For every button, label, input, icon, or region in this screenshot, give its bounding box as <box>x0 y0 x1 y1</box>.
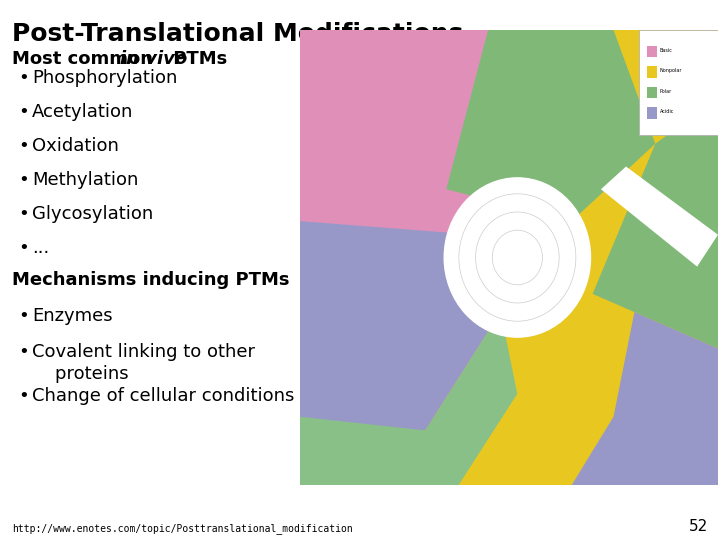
Text: Covalent linking to other: Covalent linking to other <box>32 343 255 361</box>
Text: Mechanisms inducing PTMs: Mechanisms inducing PTMs <box>12 271 289 289</box>
Text: Basic: Basic <box>660 48 672 53</box>
Text: Methylation: Methylation <box>32 171 138 189</box>
Text: 52: 52 <box>689 519 708 534</box>
Bar <box>647 87 657 98</box>
Bar <box>647 46 657 57</box>
Bar <box>647 107 657 119</box>
Text: •: • <box>18 343 29 361</box>
Bar <box>647 66 657 78</box>
Text: •: • <box>18 205 29 223</box>
Text: •: • <box>18 103 29 121</box>
Text: •: • <box>18 171 29 189</box>
Text: Phosphorylation: Phosphorylation <box>32 69 177 87</box>
Text: Change of cellular conditions: Change of cellular conditions <box>32 387 294 405</box>
Polygon shape <box>459 326 613 485</box>
Text: •: • <box>18 137 29 155</box>
Text: Acetylation: Acetylation <box>32 103 133 121</box>
Text: Acidic: Acidic <box>660 110 674 114</box>
Polygon shape <box>300 312 518 485</box>
Text: Most common: Most common <box>12 50 159 68</box>
Polygon shape <box>300 221 500 430</box>
Text: Polar: Polar <box>660 89 672 94</box>
Text: http://www.enotes.com/topic/Posttranslational_modification: http://www.enotes.com/topic/Posttranslat… <box>12 523 353 534</box>
FancyBboxPatch shape <box>639 30 718 134</box>
Text: Enzymes: Enzymes <box>32 307 112 325</box>
Text: Nonpolar: Nonpolar <box>660 69 682 73</box>
Text: ...: ... <box>32 239 49 257</box>
Polygon shape <box>572 312 718 485</box>
Text: in vivo: in vivo <box>120 50 187 68</box>
Polygon shape <box>446 30 655 221</box>
Text: •: • <box>18 239 29 257</box>
Polygon shape <box>593 98 718 348</box>
Text: Glycosylation: Glycosylation <box>32 205 153 223</box>
Polygon shape <box>300 30 530 235</box>
Text: Oxidation: Oxidation <box>32 137 119 155</box>
Circle shape <box>444 178 590 337</box>
Text: PTMs: PTMs <box>167 50 228 68</box>
Text: •: • <box>18 69 29 87</box>
Text: Post-Translational Modifications: Post-Translational Modifications <box>12 22 464 46</box>
Polygon shape <box>601 166 718 267</box>
Text: •: • <box>18 387 29 405</box>
Text: proteins: proteins <box>32 365 129 383</box>
Text: •: • <box>18 307 29 325</box>
